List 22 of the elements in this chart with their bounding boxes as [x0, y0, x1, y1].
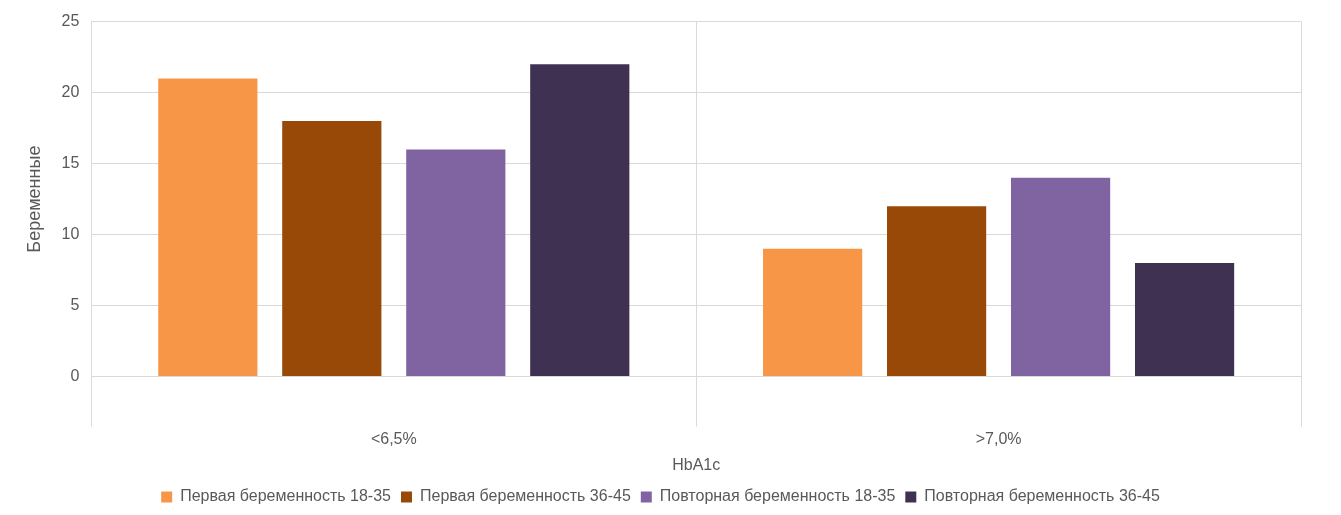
x-tick-label: >7,0%	[975, 429, 1022, 447]
bar	[282, 121, 382, 377]
bar	[1011, 177, 1111, 377]
bar	[887, 206, 987, 377]
legend-label: Повторная беременность 36-45	[924, 487, 1160, 505]
y-tick-label: 25	[61, 12, 80, 30]
y-tick-label: 20	[61, 83, 80, 101]
y-axis-title: Беременные	[23, 145, 44, 253]
y-tick-label: 15	[61, 154, 80, 172]
bar	[763, 248, 863, 377]
bar	[530, 64, 630, 377]
y-tick-label: 10	[61, 225, 80, 243]
y-tick-label: 0	[70, 367, 80, 385]
x-axis-title: HbA1c	[672, 455, 721, 473]
bar	[1134, 263, 1235, 377]
legend-label: Первая беременность 36-45	[419, 487, 631, 505]
legend-label: Повторная беременность 18-35	[659, 487, 896, 505]
x-tick-label: <6,5%	[370, 429, 417, 447]
bar	[158, 78, 258, 377]
y-tick-label: 5	[70, 296, 80, 314]
bar	[406, 149, 506, 377]
legend-label: Первая беременность 18-35	[180, 487, 392, 505]
